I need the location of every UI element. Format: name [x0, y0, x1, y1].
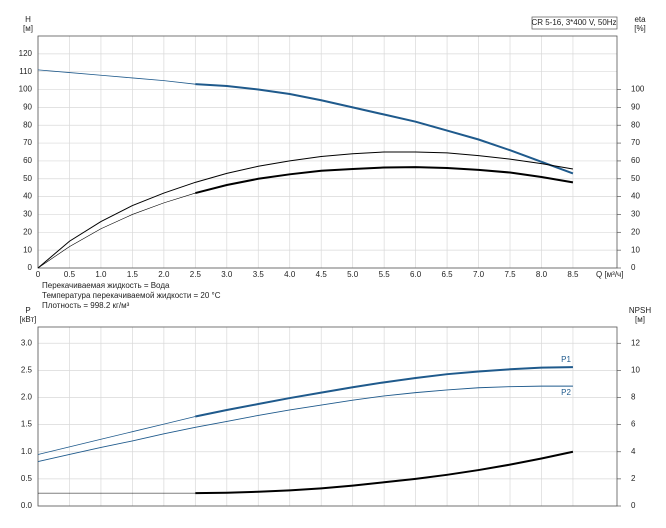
y2-tick-label: 30 [631, 210, 640, 219]
curve [195, 450, 574, 495]
y-axis-unit: [м] [23, 24, 33, 33]
y2-axis-label: NPSH [629, 306, 651, 315]
curve [37, 192, 196, 269]
y2-tick-label: 0 [631, 501, 636, 510]
y-axis-label: P [25, 306, 30, 315]
x-tick-label: 1.5 [127, 270, 139, 279]
y-tick-label: 30 [23, 210, 32, 219]
model-label: CR 5-16, 3*400 V, 50Hz [531, 18, 616, 27]
curve [195, 366, 573, 418]
x-tick-label: 8.5 [567, 270, 579, 279]
y2-axis-label: eta [634, 15, 646, 24]
y-tick-label: 60 [23, 156, 32, 165]
y2-tick-label: 10 [631, 245, 640, 254]
y-tick-label: 40 [23, 192, 32, 201]
y2-tick-label: 12 [631, 338, 640, 347]
y-tick-label: 50 [23, 174, 32, 183]
x-tick-label: 5.0 [347, 270, 359, 279]
y-tick-label: 90 [23, 102, 32, 111]
y-tick-label: 80 [23, 120, 32, 129]
x-axis-label: Q [м³/ч] [596, 270, 623, 279]
x-tick-label: 1.0 [95, 270, 107, 279]
y-tick-label: 120 [19, 49, 33, 58]
x-tick-label: 2.0 [158, 270, 170, 279]
plot-frame [37, 326, 618, 507]
x-tick-label: 4.0 [284, 270, 296, 279]
x-tick-label: 3.5 [253, 270, 265, 279]
x-tick-label: 2.5 [190, 270, 202, 279]
y2-tick-label: 8 [631, 393, 636, 402]
y-tick-label: 10 [23, 245, 32, 254]
y2-tick-label: 4 [631, 447, 636, 456]
y2-tick-label: 0 [631, 263, 636, 272]
annotation: Перекачиваемая жидкость = Вода [42, 281, 170, 290]
y2-tick-label: 20 [631, 227, 640, 236]
x-tick-label: 3.0 [221, 270, 233, 279]
x-tick-label: 4.5 [316, 270, 328, 279]
x-tick-label: 6.0 [410, 270, 422, 279]
curve [195, 83, 574, 175]
y-tick-label: 0.0 [21, 501, 33, 510]
curve [195, 166, 574, 195]
y-tick-label: 2.0 [21, 393, 33, 402]
y2-tick-label: 80 [631, 120, 640, 129]
y-tick-label: 1.5 [21, 420, 33, 429]
y-tick-label: 1.0 [21, 447, 33, 456]
y2-tick-label: 60 [631, 156, 640, 165]
y-tick-label: 2.5 [21, 366, 33, 375]
y2-tick-label: 40 [631, 192, 640, 201]
curve [37, 416, 196, 455]
curve-label: P1 [561, 355, 571, 364]
y-tick-label: 110 [19, 67, 32, 76]
annotation: Температура перекачиваемой жидкости = 20… [42, 291, 221, 300]
y-tick-label: 0.5 [21, 474, 33, 483]
y2-axis-unit: [м] [635, 315, 645, 324]
y-tick-label: 3.0 [21, 338, 33, 347]
x-tick-label: 7.0 [473, 270, 485, 279]
y2-axis-unit: [%] [634, 24, 646, 33]
y-axis-unit: [кВт] [20, 315, 37, 324]
annotation: Плотность = 998.2 кг/м³ [42, 301, 130, 310]
curve-label: P2 [561, 388, 571, 397]
y-tick-label: 100 [19, 85, 33, 94]
y2-tick-label: 90 [631, 102, 640, 111]
y-tick-label: 20 [23, 227, 32, 236]
x-tick-label: 6.5 [442, 270, 454, 279]
curve [37, 151, 574, 269]
y-tick-label: 0 [28, 263, 33, 272]
x-tick-label: 8.0 [536, 270, 548, 279]
y-axis-label: H [25, 15, 31, 24]
y2-tick-label: 6 [631, 420, 636, 429]
plot-frame [37, 35, 618, 269]
y2-tick-label: 10 [631, 366, 640, 375]
x-tick-label: 0 [36, 270, 41, 279]
curve [37, 69, 196, 85]
y2-tick-label: 2 [631, 474, 636, 483]
y2-tick-label: 100 [631, 85, 645, 94]
model-box [531, 16, 618, 30]
x-tick-label: 7.5 [504, 270, 516, 279]
curve [37, 385, 573, 462]
x-tick-label: 5.5 [379, 270, 391, 279]
x-tick-label: 0.5 [64, 270, 76, 279]
y2-tick-label: 50 [631, 174, 640, 183]
y-tick-label: 70 [23, 138, 32, 147]
y2-tick-label: 70 [631, 138, 640, 147]
